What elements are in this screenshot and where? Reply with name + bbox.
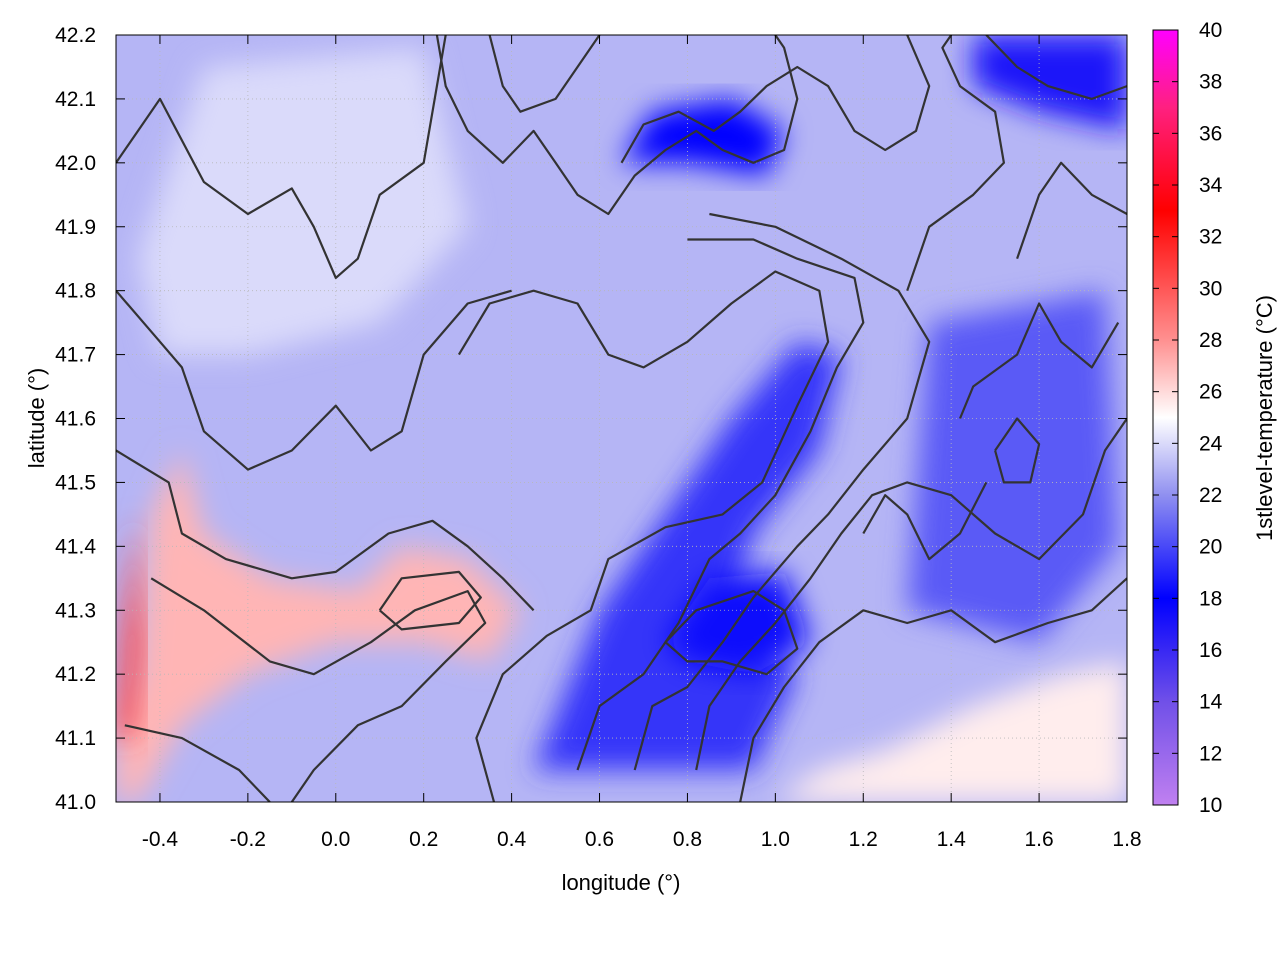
- y-tick-labels: 41.0 41.1 41.2 41.3 41.4 41.5 41.6 41.7 41.8 41.9…: [55, 24, 96, 814]
- contour-line-16: [985, 35, 1127, 100]
- contour-line-3: [150, 577, 487, 802]
- temperature-field: [116, 35, 1127, 802]
- field-region-hot-west-edge: [116, 514, 143, 739]
- x-axis-title: longitude (°): [562, 870, 681, 895]
- colorbar-tick-label-0: 10: [1199, 794, 1222, 817]
- y-axis-title: latitude (°): [24, 368, 49, 469]
- colorbar-tick-label-15: 40: [1199, 19, 1222, 42]
- x-tick-label-4: 0.4: [497, 828, 527, 851]
- field-region-cool-northeast-corner: [973, 35, 1127, 131]
- y-tick-label-10: 42.0: [55, 152, 96, 175]
- colorbar-title: 1stlevel-temperature (°C): [1252, 295, 1277, 541]
- colorbar-gradient: [1152, 29, 1179, 806]
- axis-ticks: [116, 34, 1128, 803]
- x-tick-labels: -0.4 -0.2 0.0 0.2 0.4 0.6 0.8 1.0 1.2 1.4 1.6 1.8: [142, 828, 1142, 851]
- contour-line-20: [994, 417, 1041, 484]
- x-tick-label-5: 0.6: [585, 828, 614, 851]
- colorbar-tick-label-2: 14: [1199, 691, 1223, 714]
- contour-line-10: [739, 577, 1127, 802]
- contour-line-6: [457, 270, 830, 802]
- colorbar-tick-label-6: 22: [1199, 484, 1222, 507]
- contour-line-18: [958, 302, 1120, 419]
- contour-line-12: [435, 35, 799, 216]
- y-tick-label-5: 41.5: [55, 471, 96, 494]
- x-tick-label-3: 0.2: [409, 828, 438, 851]
- y-tick-label-9: 41.9: [55, 216, 96, 239]
- colorbar-tick-label-4: 18: [1199, 587, 1222, 610]
- colorbar-tick-label-7: 24: [1199, 432, 1223, 455]
- x-tick-label-1: -0.2: [230, 828, 266, 851]
- x-tick-label-0: -0.4: [142, 828, 179, 851]
- contour-line-11: [664, 590, 799, 676]
- field-region-cool-south-pocket: [665, 571, 811, 675]
- y-tick-label-11: 42.1: [55, 88, 96, 111]
- colorbar-tick-label-11: 32: [1199, 226, 1222, 249]
- field-region-cool-east-block: [907, 290, 1119, 643]
- colorbar-tick-label-14: 38: [1199, 71, 1222, 94]
- contour-line-8: [633, 212, 931, 771]
- contour-line-13: [488, 35, 601, 113]
- x-tick-label-2: 0.0: [321, 828, 350, 851]
- y-tick-label-3: 41.3: [55, 599, 96, 622]
- grid-lines: [116, 35, 1127, 802]
- y-tick-label-1: 41.1: [55, 727, 96, 750]
- colorbar-tick-label-12: 34: [1199, 174, 1223, 197]
- colorbar-tick-label-3: 16: [1199, 639, 1222, 662]
- contour-line-7: [576, 238, 865, 771]
- colorbar-tick-label-10: 30: [1199, 277, 1222, 300]
- x-tick-label-6: 0.8: [673, 828, 702, 851]
- x-tick-label-8: 1.2: [849, 828, 878, 851]
- contour-line-14: [620, 35, 931, 164]
- y-tick-label-2: 41.2: [55, 663, 96, 686]
- colorbar-ticks: 10 12 14 16 18 20 22 24 26 28 30 32 34 36 38 40: [1153, 19, 1223, 817]
- contour-line-15: [906, 35, 1005, 292]
- colorbar: 10 12 14 16 18 20 22 24 26 28 30 32 34 36 38 40 1stleve…: [1152, 19, 1277, 817]
- colorbar-tick-label-13: 36: [1199, 122, 1222, 145]
- x-tick-label-11: 1.8: [1112, 828, 1141, 851]
- x-tick-label-7: 1.0: [761, 828, 790, 851]
- field-region-pale-northwest: [138, 47, 468, 355]
- contour-line-19: [862, 481, 988, 561]
- contour-line-9: [695, 417, 1127, 771]
- y-tick-label-4: 41.4: [55, 535, 96, 558]
- contour-line-5: [378, 570, 482, 631]
- contour-lines: [116, 35, 1127, 802]
- y-tick-label-6: 41.6: [55, 408, 96, 431]
- colorbar-tick-label-1: 12: [1199, 742, 1222, 765]
- contour-line-17: [1016, 161, 1127, 260]
- contour-line-2: [116, 449, 535, 612]
- colorbar-tick-label-9: 28: [1199, 329, 1222, 352]
- contour-line-4: [124, 724, 271, 802]
- contour-line-1: [116, 289, 512, 471]
- y-tick-label-12: 42.2: [55, 24, 96, 47]
- y-tick-label-7: 41.7: [55, 344, 96, 367]
- y-tick-label-0: 41.0: [55, 791, 96, 814]
- field-region-warm-west-strip: [116, 450, 521, 802]
- x-tick-label-10: 1.6: [1024, 828, 1053, 851]
- contour-line-0: [116, 35, 447, 279]
- y-tick-label-8: 41.8: [55, 280, 96, 303]
- x-tick-label-9: 1.4: [937, 828, 967, 851]
- colorbar-tick-label-8: 26: [1199, 381, 1222, 404]
- plot-area: [115, 34, 1128, 803]
- colorbar-tick-label-5: 20: [1199, 536, 1222, 559]
